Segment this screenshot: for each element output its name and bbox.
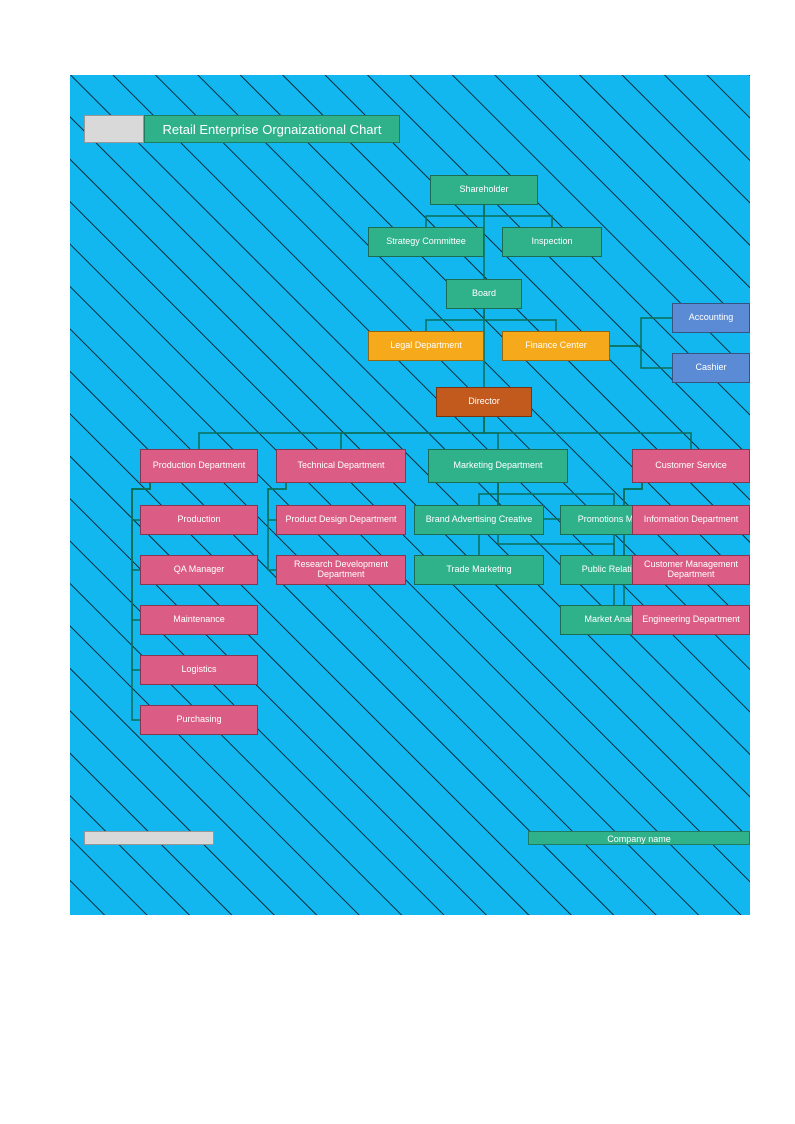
org-node-label: Brand Advertising Creative [426,515,533,525]
org-node-technical_dept: Technical Department [276,449,406,483]
org-node-board: Board [446,279,522,309]
org-node-label: Legal Department [390,341,462,351]
org-node-trade_mkt: Trade Marketing [414,555,544,585]
org-node-label: Marketing Department [453,461,542,471]
org-node-brand_adv: Brand Advertising Creative [414,505,544,535]
chart-title: Retail Enterprise Orgnaizational Chart [144,115,400,143]
org-node-label: Finance Center [525,341,587,351]
org-node-label: Customer Management Department [637,560,745,580]
org-node-cust_mgmt: Customer Management Department [632,555,750,585]
org-node-inspection: Inspection [502,227,602,257]
org-node-finance: Finance Center [502,331,610,361]
org-node-label: Production Department [153,461,246,471]
org-node-label: Product Design Department [285,515,396,525]
org-node-legal: Legal Department [368,331,484,361]
org-node-label: Cashier [695,363,726,373]
org-node-product_design: Product Design Department [276,505,406,535]
org-node-label: Information Department [644,515,739,525]
org-node-label: Logistics [181,665,216,675]
org-node-label: Strategy Committee [386,237,466,247]
footer-right-text: Company name [529,832,749,846]
org-node-info_dept: Information Department [632,505,750,535]
footer-right-strip: Company name [528,831,750,845]
org-node-research_dev: Research Development Department [276,555,406,585]
page: Retail Enterprise Orgnaizational Chart C… [0,0,795,1124]
footer-left-strip [84,831,214,845]
org-node-strategy: Strategy Committee [368,227,484,257]
org-node-label: Production [177,515,220,525]
org-node-label: Board [472,289,496,299]
org-node-label: Purchasing [176,715,221,725]
hatch-background [70,75,750,915]
org-node-label: Research Development Department [281,560,401,580]
chart-title-text: Retail Enterprise Orgnaizational Chart [163,122,382,137]
org-node-label: Shareholder [459,185,508,195]
org-chart-edges [70,75,750,915]
org-node-cashier: Cashier [672,353,750,383]
org-node-label: Technical Department [297,461,384,471]
org-node-label: Trade Marketing [446,565,511,575]
org-node-label: QA Manager [174,565,225,575]
org-node-purchasing: Purchasing [140,705,258,735]
org-node-label: Accounting [689,313,734,323]
chart-canvas: Retail Enterprise Orgnaizational Chart C… [70,75,750,915]
org-node-label: Engineering Department [642,615,740,625]
org-node-marketing_dept: Marketing Department [428,449,568,483]
org-node-production_dept: Production Department [140,449,258,483]
org-node-accounting: Accounting [672,303,750,333]
org-node-label: Customer Service [655,461,727,471]
org-node-shareholder: Shareholder [430,175,538,205]
org-node-production: Production [140,505,258,535]
org-node-director: Director [436,387,532,417]
title-accent-strip [84,115,144,143]
org-node-label: Inspection [531,237,572,247]
org-node-logistics: Logistics [140,655,258,685]
org-node-qa: QA Manager [140,555,258,585]
org-node-label: Director [468,397,500,407]
org-node-label: Maintenance [173,615,225,625]
org-node-engineering: Engineering Department [632,605,750,635]
org-node-customer_service: Customer Service [632,449,750,483]
org-node-maintenance: Maintenance [140,605,258,635]
